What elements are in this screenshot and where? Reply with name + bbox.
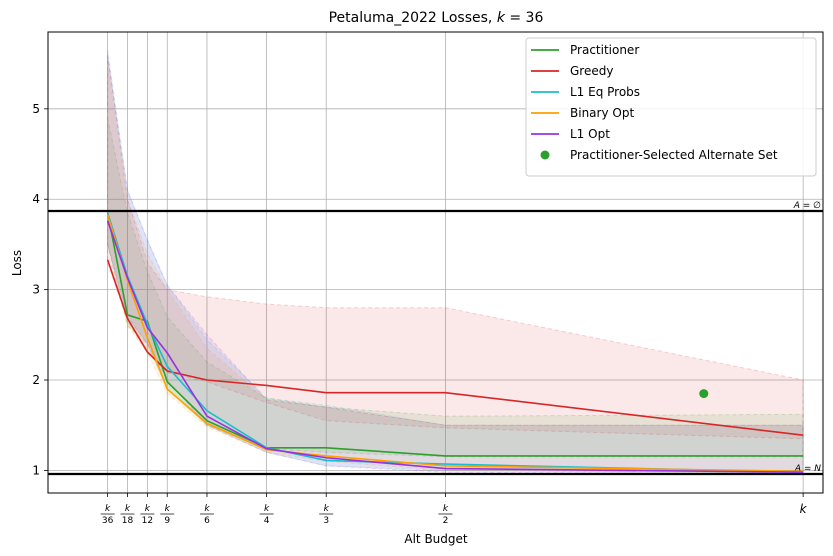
x-tick-label: k 18 — [120, 504, 135, 526]
series-line — [106, 259, 804, 436]
legend-label: Practitioner — [570, 43, 639, 57]
x-tick-numerator: k — [264, 504, 270, 514]
legend-box — [525, 37, 817, 177]
legend-swatch — [540, 150, 550, 160]
confidence-band — [107, 117, 804, 458]
legend-label: Greedy — [570, 64, 613, 78]
x-tick-label: k9 — [160, 504, 175, 526]
reference-line-label: A = ∅ — [793, 201, 821, 211]
scatter-points — [699, 389, 709, 399]
x-tick-numerator: k — [204, 504, 210, 514]
y-tick-label: 1 — [32, 463, 40, 477]
x-tick-denominator: 3 — [323, 516, 329, 526]
x-tick-numerator: k — [443, 504, 449, 514]
legend-label: Binary Opt — [570, 106, 634, 120]
x-tick-label: k6 — [199, 504, 214, 526]
x-tick-label: k 36 — [100, 504, 115, 526]
x-tick-denominator: 6 — [204, 516, 210, 526]
legend: Practitioner Greedy L1 Eq Probs Binary Opt L… — [525, 37, 817, 177]
x-tick-denominator: 12 — [142, 516, 153, 526]
x-tick-denominator: 4 — [264, 516, 270, 526]
x-tick-label: k2 — [438, 504, 453, 526]
x-tick-denominator: 36 — [102, 516, 114, 526]
reference-lines: A = ∅ A = N — [48, 201, 823, 476]
legend-label: Practitioner-Selected Alternate Set — [570, 148, 778, 162]
series-line — [106, 212, 804, 457]
y-axis-label: Loss — [10, 250, 24, 276]
confidence-band — [107, 54, 804, 475]
series-line — [106, 214, 804, 473]
plot-frame — [47, 31, 824, 494]
x-tick-label: k — [800, 502, 808, 516]
reference-line-label: A = N — [794, 464, 821, 474]
legend-label: L1 Eq Probs — [570, 85, 640, 99]
y-tick-label: 3 — [32, 283, 40, 297]
x-tick-numerator: k — [105, 504, 111, 514]
x-tick-denominator: 2 — [443, 516, 449, 526]
x-tick-numerator: k — [165, 504, 171, 514]
x-tick-numerator: k — [145, 504, 151, 514]
x-tick-label: k3 — [319, 504, 334, 526]
x-axis-label: Alt Budget — [404, 532, 468, 546]
x-tick-label: k4 — [259, 504, 274, 526]
x-tick-numerator: k — [125, 504, 131, 514]
x-tick-numerator: k — [324, 504, 330, 514]
y-tick-label: 2 — [32, 373, 40, 387]
y-tick-label: 4 — [32, 192, 40, 206]
x-tick-denominator: 18 — [122, 516, 134, 526]
confidence-band — [107, 63, 804, 474]
y-tick-label: 5 — [32, 102, 40, 116]
x-tick-label: k 12 — [140, 504, 155, 526]
legend-label: L1 Opt — [570, 127, 610, 141]
series-lines — [106, 212, 804, 474]
series-line — [106, 220, 804, 474]
x-tick-denominator: 9 — [164, 516, 170, 526]
chart-title: Petaluma_2022 Losses, k = 36 — [329, 10, 544, 26]
scatter-point — [699, 389, 709, 399]
